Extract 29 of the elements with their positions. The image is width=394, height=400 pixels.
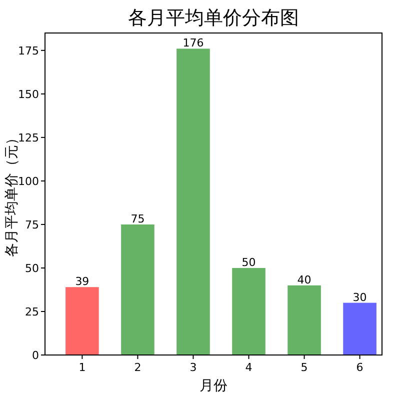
data-label: 40 (297, 273, 312, 286)
x-tick-label: 4 (245, 361, 252, 374)
y-tick-label: 125 (18, 131, 39, 144)
data-label: 50 (242, 256, 256, 269)
x-tick-label: 1 (78, 361, 86, 374)
bar (66, 287, 99, 355)
x-tick-label: 6 (356, 361, 364, 374)
bar (121, 224, 154, 355)
y-tick-label: 25 (25, 305, 39, 318)
x-tick-label: 3 (190, 361, 197, 374)
bar (232, 268, 266, 355)
data-label: 39 (75, 275, 90, 288)
bar (288, 285, 321, 355)
y-tick-label: 150 (18, 88, 39, 101)
x-axis-title: 月份 (200, 378, 228, 394)
y-tick-label: 75 (25, 218, 39, 232)
x-tick-label: 2 (134, 361, 142, 374)
x-tick-label: 5 (300, 361, 308, 374)
y-tick-label: 175 (18, 44, 39, 58)
y-tick-label: 0 (32, 348, 39, 362)
y-tick-label: 100 (18, 174, 39, 188)
data-label: 75 (130, 212, 145, 226)
chart-title: 各月平均单价分布图 (128, 7, 299, 29)
bar (343, 302, 376, 355)
data-label: 176 (182, 36, 204, 50)
bar (176, 48, 210, 355)
data-label: 30 (352, 290, 367, 304)
y-tick-label: 50 (25, 262, 39, 275)
y-axis-title: 各月平均单价（元） (4, 131, 20, 257)
